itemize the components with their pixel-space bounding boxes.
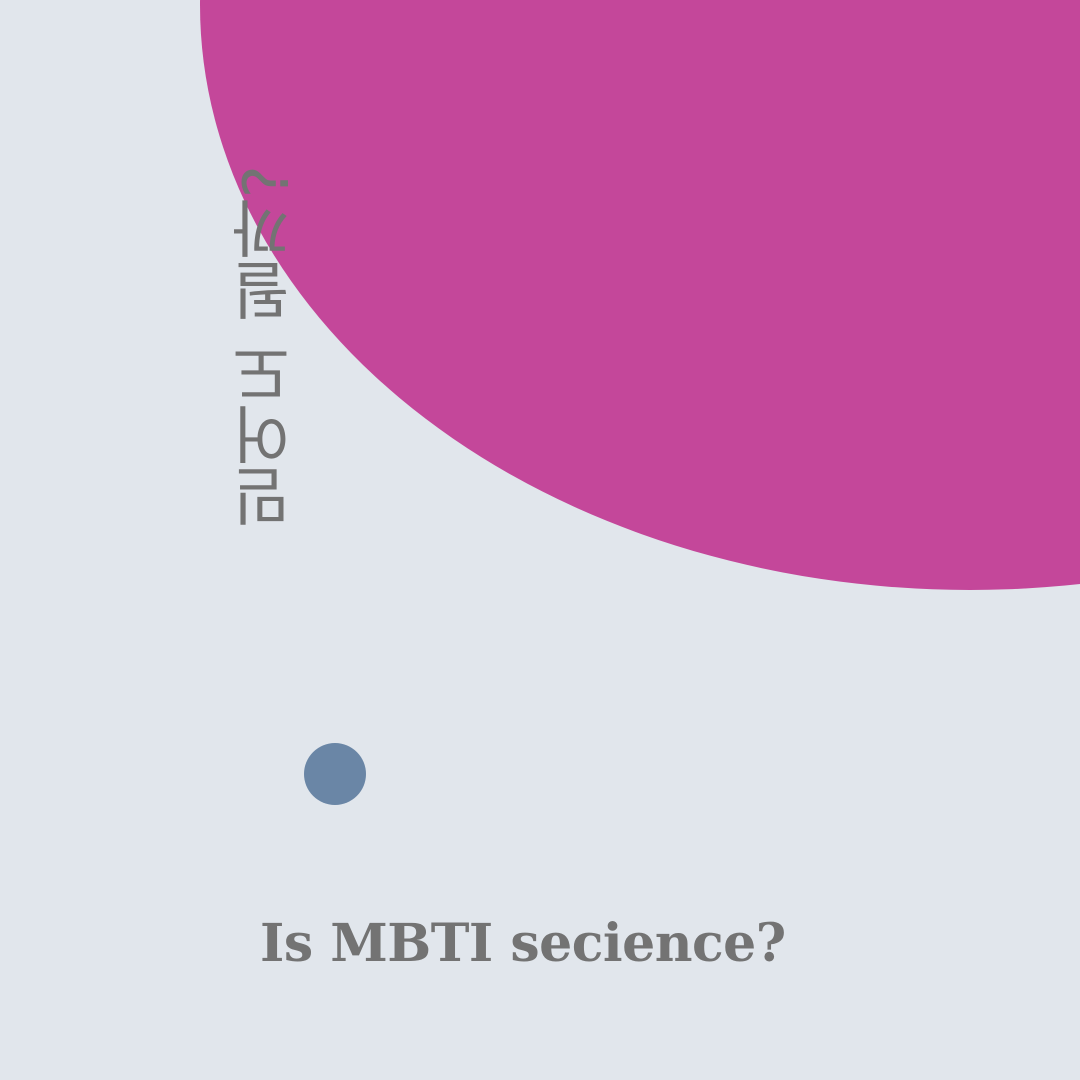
blue-dot <box>304 743 366 805</box>
magenta-circle <box>200 0 1080 590</box>
korean-vertical-question: 믿어도 될까? <box>230 165 303 528</box>
headline-question: Is MBTI secience? <box>260 913 786 974</box>
